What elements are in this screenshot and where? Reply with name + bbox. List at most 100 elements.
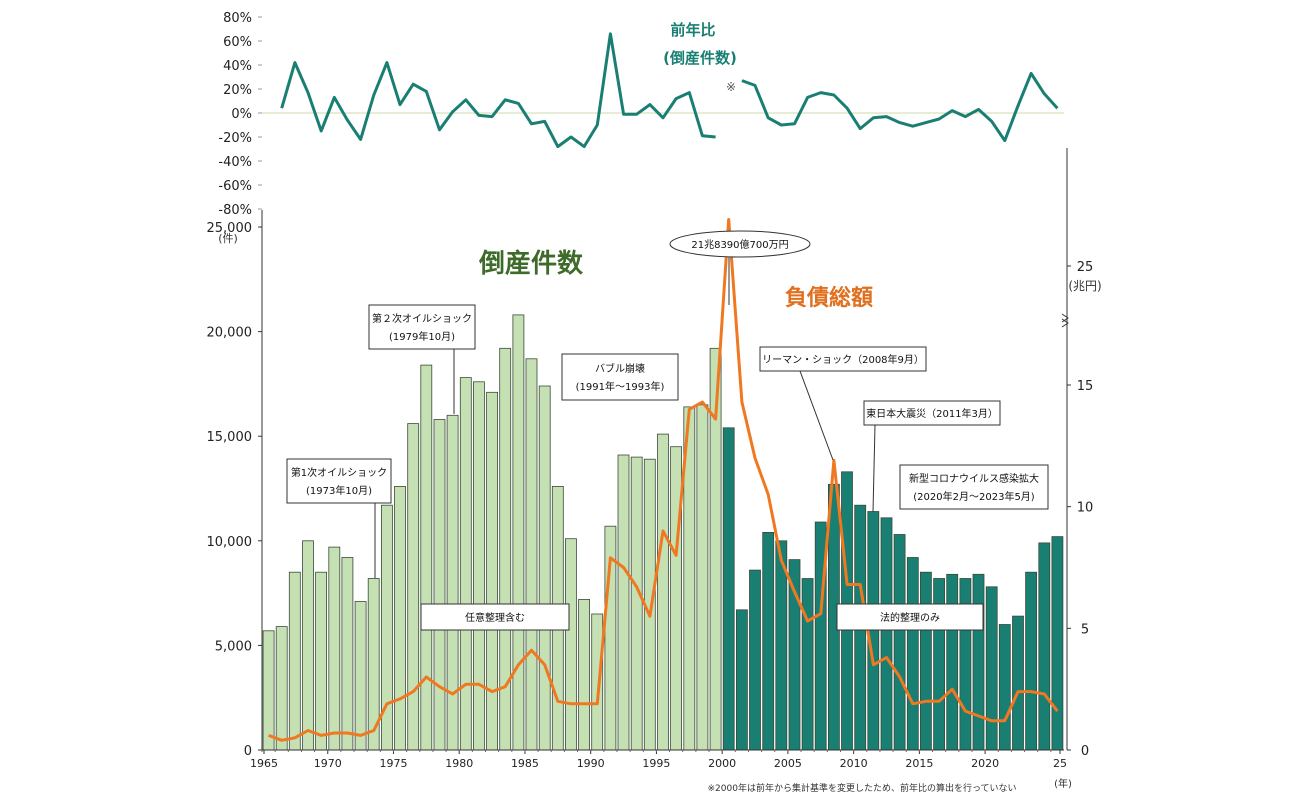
svg-text:21兆8390億700万円: 21兆8390億700万円 [691, 238, 788, 251]
svg-text:法的整理のみ: 法的整理のみ [880, 611, 940, 624]
bar-2017 [946, 573, 959, 751]
bar-1969 [315, 571, 328, 751]
bar-1983 [499, 347, 512, 751]
x-tick-label: 2020 [971, 757, 999, 770]
right-axis-unit: (兆円) [1068, 279, 1101, 293]
debt-series-line [268, 218, 1059, 742]
x-tick-label: 1985 [511, 757, 539, 770]
bar-2015 [920, 571, 932, 751]
bar-1967 [288, 571, 301, 751]
left-tick-label: 0 [244, 744, 252, 759]
bar-2003 [762, 532, 775, 751]
bar-2006 [801, 578, 814, 751]
svg-text:東日本大震災（2011年3月）: 東日本大震災（2011年3月） [866, 407, 998, 420]
annotation-covid: 新型コロナウイルス感染拡大 (2020年2月～2023年5月) [899, 464, 1049, 510]
svg-text:(1973年10月): (1973年10月) [306, 484, 372, 497]
axes: 25,00020,00015,00010,0005,00002515105019… [207, 148, 1094, 770]
bar-2022 [1012, 615, 1024, 751]
axis-break-mark [1061, 313, 1069, 328]
bar-1966 [275, 626, 288, 751]
bar-1982 [486, 391, 499, 751]
svg-text:バブル崩壊: バブル崩壊 [595, 362, 645, 375]
yoy-subtitle: (倒産件数) [663, 49, 737, 67]
bar-2001 [736, 609, 748, 751]
bar-1981 [472, 381, 485, 751]
bar-1968 [302, 540, 314, 751]
bar-2021 [998, 624, 1011, 751]
x-tick-label: 1970 [314, 757, 342, 770]
bar-2011 [867, 511, 880, 751]
left-tick-label: 25,000 [207, 221, 253, 236]
yoy-title: 前年比 [670, 21, 715, 39]
x-tick-label: 1995 [642, 757, 670, 770]
left-tick-label: 20,000 [207, 326, 253, 341]
x-tick-label: 2005 [774, 757, 802, 770]
bar-1996 [670, 446, 682, 751]
left-tick-label: 10,000 [207, 535, 253, 550]
bar-1980 [459, 377, 472, 751]
bar-1965 [262, 630, 275, 751]
bar-2000 [722, 427, 735, 751]
bar-1995 [657, 433, 669, 751]
svg-text:第２次オイルショック: 第２次オイルショック [372, 312, 472, 325]
yoy-note-marker: ※ [726, 80, 736, 94]
bar-1971 [341, 557, 354, 751]
x-tick-label: 2000 [708, 757, 736, 770]
bar-2012 [880, 517, 893, 751]
yoy-tick-label: 40% [223, 59, 252, 74]
count-title: 倒産件数 [478, 248, 584, 279]
right-tick-label: 10 [1077, 501, 1094, 516]
bar-1976 [407, 423, 420, 751]
annotation-earthquake: 東日本大震災（2011年3月） [863, 400, 1001, 513]
left-tick-label: 15,000 [207, 430, 253, 445]
x-tick-label: 1975 [379, 757, 407, 770]
yoy-tick-label: -80% [218, 203, 252, 218]
bar-1993 [630, 456, 643, 751]
footnote: ※2000年は前年から集計基準を変更したため、前年比の算出を行っていない [708, 782, 1017, 794]
x-tick-label: 2010 [840, 757, 868, 770]
bar-2019 [972, 573, 985, 751]
svg-text:(2020年2月～2023年5月): (2020年2月～2023年5月) [913, 490, 1035, 503]
bar-1992 [617, 454, 630, 751]
x-tick-label: 1990 [577, 757, 605, 770]
bar-1975 [394, 485, 406, 751]
right-tick-label: 25 [1077, 260, 1094, 275]
bar-1998 [696, 404, 709, 751]
annotation-bubble: バブル崩壊 (1991年～1993年) [561, 353, 679, 401]
bar-1990 [591, 613, 604, 751]
bar-1978 [433, 419, 446, 751]
bar-2002 [749, 569, 761, 751]
bar-2013 [893, 534, 906, 751]
bar-2023 [1025, 571, 1037, 751]
annotation-legal: 法的整理のみ [836, 603, 984, 631]
yoy-series-line-1 [280, 32, 716, 149]
right-tick-label: 5 [1081, 622, 1089, 637]
yoy-tick-label: -40% [218, 155, 252, 170]
bar-1985 [525, 358, 538, 751]
bar-1988 [565, 538, 577, 751]
x-axis-unit: (年) [1054, 777, 1072, 790]
bar-1972 [354, 601, 367, 751]
bar-2020 [985, 586, 998, 751]
yoy-tick-label: 0% [231, 107, 252, 122]
annotation-oil-shock-2: 第２次オイルショック (1979年10月) [368, 304, 476, 414]
x-tick-label: 2015 [905, 757, 933, 770]
debt-title: 負債総額 [785, 285, 873, 311]
yoy-tick-label: -60% [218, 179, 252, 194]
right-tick-label: 15 [1077, 379, 1094, 394]
svg-text:任意整理含む: 任意整理含む [465, 611, 525, 624]
bar-2025 [1051, 536, 1064, 751]
bar-1979 [446, 414, 459, 751]
left-axis-unit: (件) [218, 232, 238, 245]
yoy-tick-label: 80% [223, 11, 252, 26]
annotation-oil-shock-1: 第1次オイルショック (1973年10月) [286, 458, 392, 578]
bar-2024 [1038, 542, 1051, 751]
yoy-tick-label: 20% [223, 83, 252, 98]
svg-text:(1991年～1993年): (1991年～1993年) [576, 380, 665, 393]
annotation-peak: 21兆8390億700万円 [669, 230, 811, 305]
bar-1970 [328, 546, 341, 751]
annotation-lehman: リーマン・ショック（2008年9月） [759, 346, 927, 461]
bar-1977 [420, 364, 433, 751]
